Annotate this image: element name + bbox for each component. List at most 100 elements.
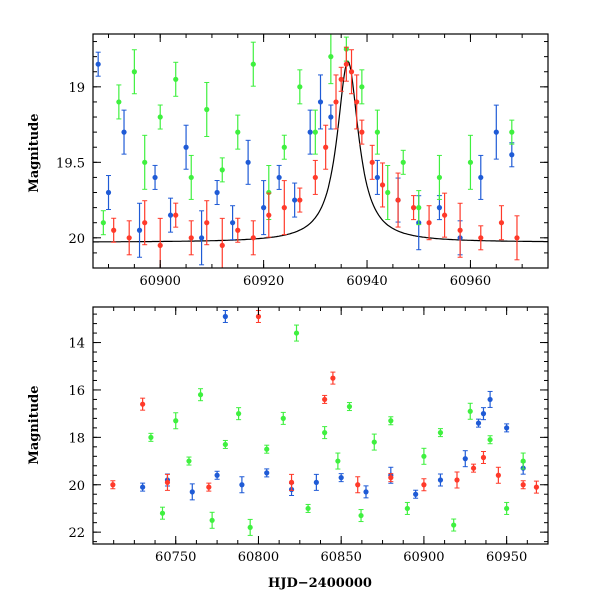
data-point (441, 212, 448, 218)
data-point (478, 235, 484, 241)
data-point (261, 205, 267, 211)
data-point (317, 99, 324, 105)
data-point (276, 174, 282, 181)
data-point (222, 441, 228, 448)
data-point (307, 129, 313, 135)
x-tick-label: 60940 (346, 274, 387, 289)
x-tick-label: 60800 (238, 550, 279, 565)
data-point (388, 475, 394, 481)
data-point (400, 159, 406, 165)
data-point (206, 484, 212, 490)
data-point (509, 129, 515, 135)
x-tick-label: 60960 (450, 274, 491, 289)
data-point (297, 84, 303, 90)
data-point (328, 114, 334, 120)
data-point (305, 505, 311, 512)
data-point (121, 129, 127, 135)
data-point (140, 484, 146, 490)
bottom-panel-full-light-curve: 60750 60800 60850 60900 60950 14 16 18 20 22 (68, 306, 549, 565)
data-point (110, 482, 116, 488)
data-point (467, 408, 473, 414)
data-point (323, 144, 329, 150)
data-point (126, 235, 132, 241)
data-point (204, 106, 210, 113)
data-point (266, 212, 272, 218)
x-tick-label: 60920 (243, 274, 284, 289)
top-plot-area (93, 34, 548, 268)
top-panel-zoom-light-curve: 60900 60920 60940 60960 19 19.5 20 (56, 33, 549, 289)
top-series-red (111, 46, 520, 268)
data-point (358, 512, 364, 519)
data-point (198, 235, 205, 241)
data-point (504, 505, 510, 512)
data-point (312, 129, 318, 135)
data-point (520, 458, 526, 464)
data-point (209, 517, 215, 523)
data-point (338, 76, 344, 82)
data-point (136, 227, 143, 233)
data-point (457, 227, 463, 233)
y-tick-label: 19.5 (56, 156, 85, 171)
bottom-series-blue (140, 309, 526, 501)
data-point (343, 61, 349, 67)
data-point (487, 437, 493, 443)
data-point (214, 189, 220, 196)
data-point (255, 313, 262, 320)
data-point (395, 197, 401, 203)
bottom-axes-frame (92, 306, 549, 545)
data-point (297, 197, 303, 203)
bottom-series-green (148, 324, 526, 536)
data-point (359, 84, 365, 90)
data-point (363, 489, 369, 495)
data-point (105, 189, 112, 196)
data-point (197, 392, 204, 398)
data-point (100, 220, 106, 226)
data-point (467, 159, 474, 165)
bottom-series-red (110, 309, 540, 494)
data-point (159, 510, 166, 516)
data-point (288, 479, 295, 485)
data-point (189, 489, 195, 495)
data-point (346, 403, 353, 410)
data-point (374, 174, 380, 181)
data-point (245, 159, 251, 165)
data-point (404, 505, 410, 512)
data-point (222, 313, 228, 320)
data-point (426, 220, 432, 226)
data-point (247, 524, 253, 531)
data-point (157, 242, 163, 248)
data-point (462, 456, 468, 462)
data-point (250, 235, 256, 241)
data-point (183, 144, 189, 150)
data-point (330, 375, 336, 381)
data-point (410, 205, 417, 211)
data-point (235, 129, 241, 135)
data-point (131, 69, 137, 75)
data-point (436, 205, 443, 211)
data-point (239, 482, 245, 488)
data-point (475, 420, 482, 426)
x-tick-label: 60750 (155, 550, 196, 565)
data-point (379, 182, 386, 188)
data-point (142, 220, 148, 226)
top-series-green (100, 34, 515, 236)
data-point (354, 99, 360, 105)
data-point (264, 470, 270, 476)
data-point (313, 479, 319, 485)
data-point (498, 220, 505, 226)
data-point (173, 418, 179, 424)
bottom-y-axis-title: Magnitude (27, 385, 42, 464)
data-point (164, 479, 171, 485)
model-curve (93, 60, 548, 243)
data-point (480, 411, 487, 417)
data-point (204, 220, 210, 226)
top-axes-frame (92, 33, 549, 269)
data-point (188, 174, 194, 181)
data-point (236, 411, 242, 417)
data-point (266, 189, 272, 196)
data-point (219, 242, 225, 248)
x-tick-label: 60850 (321, 550, 362, 565)
data-point (495, 472, 501, 478)
data-point (487, 396, 493, 403)
data-point (533, 484, 540, 490)
